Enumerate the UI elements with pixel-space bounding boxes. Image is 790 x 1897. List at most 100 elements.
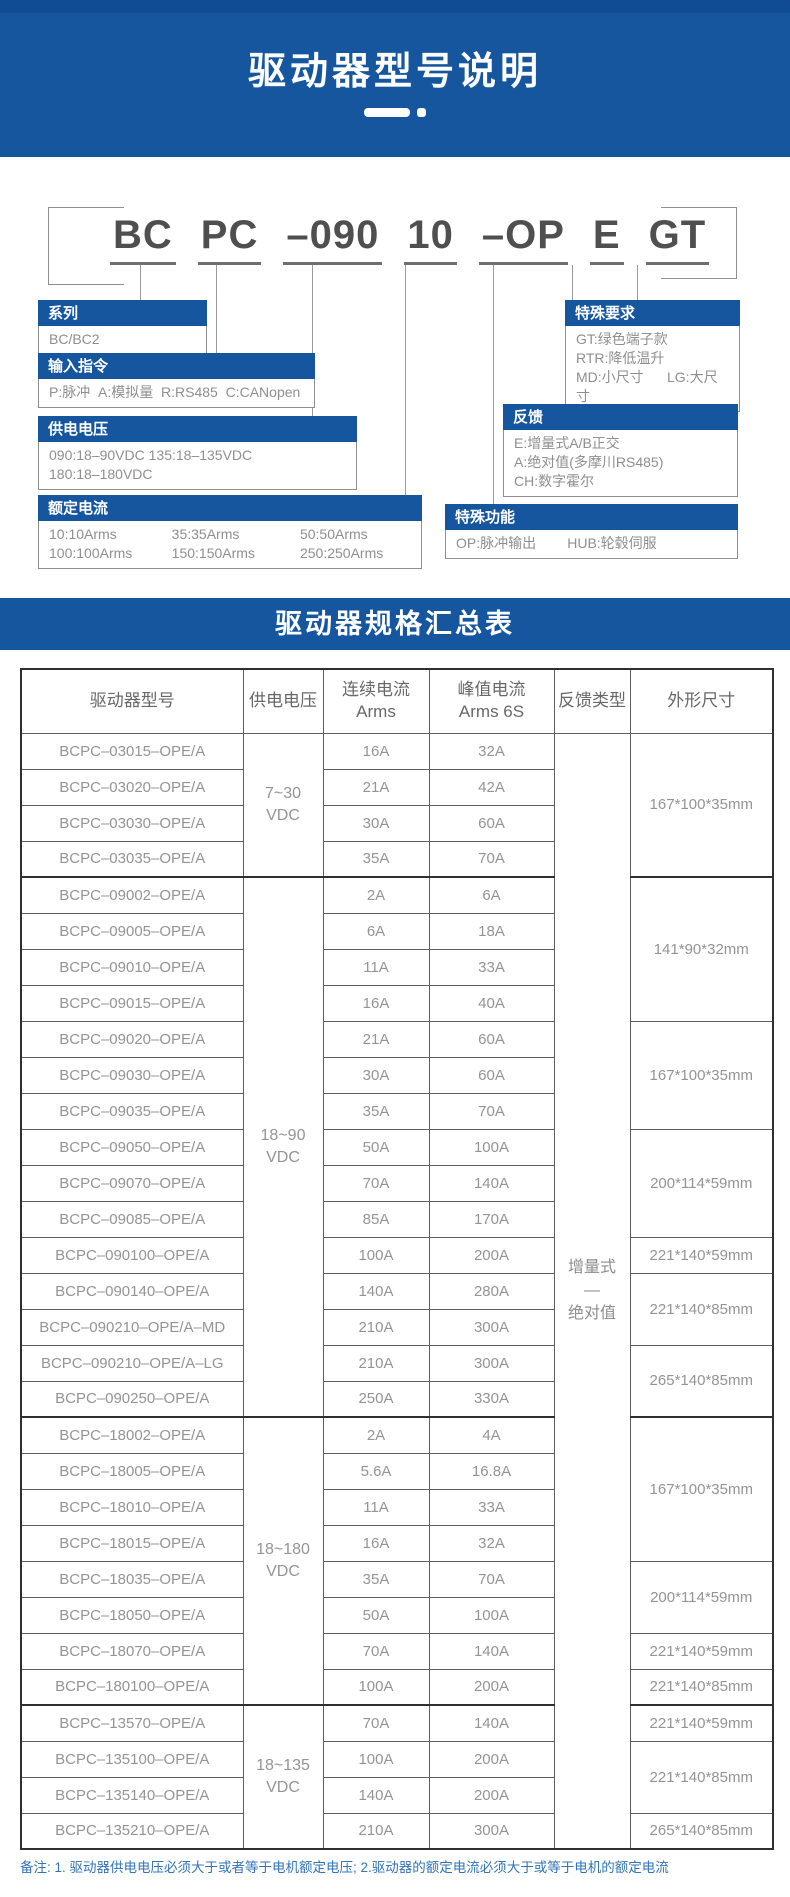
- callout-rated-current: 额定电流 10:10Arms 35:35Arms 50:50Arms 100:100A…: [38, 495, 422, 569]
- callout-line: MD:小尺寸 LG:大尺寸: [576, 369, 718, 404]
- dimension-cell: 200*114*59mm: [629, 1128, 774, 1238]
- continuous-current-cell: 35A: [322, 840, 430, 878]
- spec-row: BCPC–03030–OPE/A 30A 60A: [20, 804, 773, 842]
- continuous-current-cell: 210A: [322, 1308, 430, 1346]
- callout-line: GT:绿色端子款: [576, 331, 668, 347]
- page-title: 驱动器型号说明: [247, 51, 542, 93]
- driver-model-cell: BCPC–090140–OPE/A: [20, 1272, 244, 1310]
- continuous-current-cell: 140A: [322, 1272, 430, 1310]
- continuous-current-cell: 70A: [322, 1164, 430, 1202]
- driver-model-cell: BCPC–135140–OPE/A: [20, 1776, 244, 1814]
- connector-input: [216, 265, 217, 353]
- supply-voltage-cell: 18~90 VDC: [242, 876, 324, 1418]
- table-header-cell: 驱动器型号: [20, 668, 244, 734]
- dimension-cell: 221*140*59mm: [629, 1704, 774, 1742]
- dimension-cell: 167*100*35mm: [629, 1416, 774, 1562]
- peak-current-cell: 42A: [428, 768, 555, 806]
- peak-current-cell: 60A: [428, 804, 555, 842]
- spec-row: BCPC–135100–OPE/A 100A 200A 221*140*85mm: [20, 1740, 774, 1814]
- dimension-cell: 141*90*32mm: [629, 876, 774, 1022]
- callout-special-function-body: OP:脉冲输出 HUB:轮毂伺服: [446, 530, 737, 558]
- spec-row: BCPC–09005–OPE/A 6A 18A: [20, 912, 773, 950]
- callout-special-requirement: 特殊要求 GT:绿色端子款 RTR:降低温升 MD:小尺寸 LG:大尺寸: [565, 300, 740, 412]
- continuous-current-cell: 2A: [322, 876, 430, 914]
- dimension-cell: 221*140*59mm: [629, 1236, 774, 1274]
- callout-special-requirement-title: 特殊要求: [565, 300, 740, 326]
- connector-series: [140, 265, 141, 300]
- callout-feedback-title: 反馈: [503, 404, 738, 430]
- connector-function: [493, 265, 494, 504]
- callout-line: 090:18–90VDC 135:18–135VDC: [49, 447, 253, 463]
- callout-line: OP:脉冲输出 HUB:轮毂伺服: [456, 535, 657, 551]
- driver-model-cell: BCPC–09085–OPE/A: [20, 1200, 244, 1238]
- driver-model-cell: BCPC–03035–OPE/A: [20, 840, 244, 878]
- dimension-cell: 221*140*85mm: [629, 1668, 774, 1706]
- peak-current-cell: 6A: [428, 876, 555, 914]
- dimension-cell: 265*140*85mm: [629, 1812, 774, 1850]
- rated-current-item: 35:35Arms: [171, 526, 240, 542]
- spec-row: BCPC–18005–OPE/A 5.6A 16.8A: [20, 1452, 773, 1490]
- model-segment-feedback: E: [589, 213, 624, 265]
- rated-current-item: 10:10Arms: [49, 526, 117, 542]
- dash-icon: [364, 108, 410, 117]
- continuous-current-cell: 35A: [322, 1560, 430, 1598]
- continuous-current-cell: 21A: [322, 1020, 430, 1058]
- spec-row: BCPC–090100–OPE/A 100A 200A 221*140*59mm: [20, 1236, 774, 1274]
- peak-current-cell: 70A: [428, 840, 555, 878]
- footer-note: 备注: 1. 驱动器供电电压必须大于或者等于电机额定电压; 2.驱动器的额定电流…: [20, 1860, 669, 1875]
- driver-model-cell: BCPC–09030–OPE/A: [20, 1056, 244, 1094]
- peak-current-cell: 32A: [428, 732, 555, 770]
- peak-current-cell: 40A: [428, 984, 555, 1022]
- spec-row: BCPC–135140–OPE/A 140A 200A: [20, 1776, 773, 1814]
- peak-current-cell: 70A: [428, 1092, 555, 1130]
- spec-row: BCPC–03035–OPE/A 35A 70A: [20, 840, 773, 878]
- spec-row: BCPC–180100–OPE/A 100A 200A 221*140*85mm: [20, 1668, 774, 1706]
- callout-rated-current-title: 额定电流: [38, 495, 422, 521]
- peak-current-cell: 70A: [428, 1560, 555, 1598]
- summary-table-banner: 驱动器规格汇总表: [0, 598, 790, 650]
- continuous-current-cell: 50A: [322, 1596, 430, 1634]
- callout-special-function-title: 特殊功能: [445, 504, 738, 530]
- driver-model-cell: BCPC–18005–OPE/A: [20, 1452, 244, 1490]
- driver-model-cell: BCPC–13570–OPE/A: [20, 1704, 244, 1742]
- continuous-current-cell: 11A: [322, 1488, 430, 1526]
- spec-table: 驱动器型号 供电电压 连续电流 Arms 峰值电流 Arms 6S 反馈类型 外形尺寸 BCPC…: [20, 668, 774, 1850]
- peak-current-cell: 300A: [428, 1812, 555, 1850]
- rated-current-item: 50:50Arms: [299, 526, 368, 542]
- model-segment-input: PC: [197, 213, 262, 265]
- model-segment-series: BC: [110, 213, 176, 265]
- connector-current: [405, 265, 406, 495]
- spec-row: BCPC–18015–OPE/A 16A 32A: [20, 1524, 773, 1562]
- continuous-current-cell: 210A: [322, 1812, 430, 1850]
- callout-feedback: 反馈 E:增量式A/B正交 A:绝对值(多摩川RS485) CH:数字霍尔: [503, 404, 738, 497]
- peak-current-cell: 300A: [428, 1308, 555, 1346]
- spec-row: BCPC–090210–OPE/A–LG 210A 300A 265*140*85mm: [20, 1344, 774, 1418]
- callout-line: CH:数字霍尔: [514, 473, 595, 489]
- table-header-cell: 供电电压: [242, 668, 324, 734]
- callout-series-body: BC/BC2: [39, 326, 206, 354]
- driver-model-cell: BCPC–09020–OPE/A: [20, 1020, 244, 1058]
- spec-row: BCPC–09020–OPE/A 21A 60A 167*100*35mm: [20, 1020, 774, 1130]
- supply-voltage-cell: 18~135 VDC: [242, 1704, 324, 1850]
- spec-row: BCPC–13570–OPE/A 18~135 VDC 70A 140A 221*140*…: [20, 1704, 774, 1850]
- continuous-current-cell: 16A: [322, 984, 430, 1022]
- spec-row: BCPC–09035–OPE/A 35A 70A: [20, 1092, 773, 1130]
- page-header: 驱动器型号说明: [0, 0, 790, 157]
- dot-icon: [417, 108, 426, 117]
- continuous-current-cell: 30A: [322, 804, 430, 842]
- driver-model-cell: BCPC–090210–OPE/A–LG: [20, 1344, 244, 1382]
- driver-model-cell: BCPC–135210–OPE/A: [20, 1812, 244, 1850]
- dimension-cell: 167*100*35mm: [629, 1020, 774, 1130]
- connector-voltage: [312, 265, 313, 416]
- dimension-cell: 221*140*85mm: [629, 1740, 774, 1814]
- peak-current-cell: 140A: [428, 1704, 555, 1742]
- continuous-current-cell: 16A: [322, 1524, 430, 1562]
- model-code: BC PC –090 10 –OP E GT: [104, 213, 716, 265]
- driver-model-cell: BCPC–090250–OPE/A: [20, 1380, 244, 1418]
- peak-current-cell: 200A: [428, 1668, 555, 1706]
- table-header-cell: 反馈类型: [553, 668, 631, 734]
- continuous-current-cell: 11A: [322, 948, 430, 986]
- continuous-current-cell: 85A: [322, 1200, 430, 1238]
- table-header-row: 驱动器型号 供电电压 连续电流 Arms 峰值电流 Arms 6S 反馈类型 外形尺寸: [20, 668, 774, 734]
- peak-current-cell: 140A: [428, 1164, 555, 1202]
